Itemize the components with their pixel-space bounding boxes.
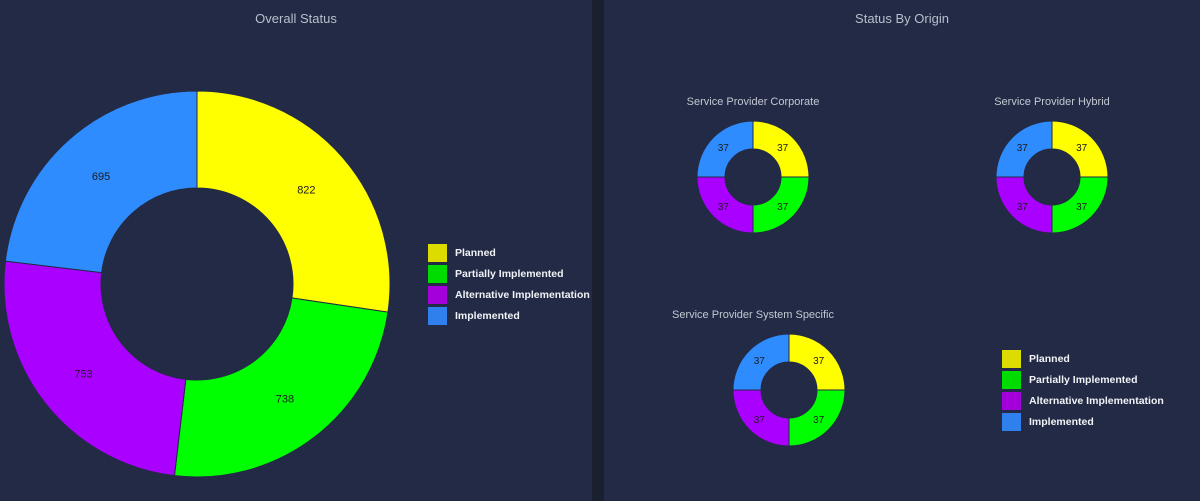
origin-legend-item[interactable]: Alternative Implementation — [1002, 391, 1164, 412]
slice-label-partially-implemented: 37 — [1076, 202, 1088, 213]
legend-label: Planned — [1029, 353, 1070, 366]
slice-label-planned: 37 — [777, 143, 789, 154]
slice-implemented[interactable] — [696, 120, 754, 178]
hybrid-donut: 37 37 37 37 — [995, 120, 1109, 234]
slice-partially-implemented[interactable] — [173, 297, 389, 478]
legend-label: Alternative Implementation — [455, 288, 590, 301]
legend-swatch — [1002, 412, 1021, 431]
slice-label-partially-implemented: 37 — [777, 202, 789, 213]
slice-partially-implemented[interactable] — [1051, 176, 1109, 234]
legend-swatch — [1002, 371, 1021, 390]
system-specific-donut: 37 37 37 37 — [732, 333, 846, 447]
overall-legend-item[interactable]: Implemented — [428, 305, 590, 326]
legend-swatch — [1002, 391, 1021, 410]
corporate-donut: 37 37 37 37 — [696, 120, 810, 234]
slice-alternative-implementation[interactable] — [696, 176, 754, 234]
status-by-origin-panel: Status By Origin Service Provider Corpor… — [604, 0, 1200, 501]
legend-swatch — [1002, 350, 1021, 369]
legend-label: Implemented — [455, 309, 520, 322]
slice-partially-implemented[interactable] — [788, 389, 846, 447]
chart-title-system-specific: Service Provider System Specific — [672, 309, 834, 321]
slice-label-partially-implemented: 37 — [813, 415, 825, 426]
slice-implemented[interactable] — [995, 120, 1053, 178]
slice-alternative-implementation[interactable] — [732, 389, 790, 447]
slice-label-implemented: 37 — [754, 356, 766, 367]
chart-title-hybrid: Service Provider Hybrid — [994, 96, 1110, 108]
legend-label: Partially Implemented — [1029, 374, 1138, 387]
slice-planned[interactable] — [752, 120, 810, 178]
slice-label-alternative-implementation: 37 — [718, 202, 730, 213]
overall-legend-item[interactable]: Planned — [428, 243, 590, 264]
origin-legend-item[interactable]: Partially Implemented — [1002, 370, 1164, 391]
legend-label: Alternative Implementation — [1029, 394, 1164, 407]
legend-label: Partially Implemented — [455, 268, 564, 281]
slice-partially-implemented[interactable] — [752, 176, 810, 234]
origin-legend-item[interactable]: Planned — [1002, 349, 1164, 370]
slice-label-implemented: 37 — [1017, 143, 1029, 154]
origin-legend: Planned Partially Implemented Alternative … — [1002, 349, 1164, 432]
slice-label-alternative-implementation: 37 — [1017, 202, 1029, 213]
status-by-origin-title: Status By Origin — [855, 11, 949, 26]
overall-legend: Planned Partially Implemented Alternative … — [428, 243, 590, 326]
legend-swatch — [428, 244, 447, 263]
overall-status-title: Overall Status — [255, 11, 337, 26]
slice-label-implemented: 695 — [92, 171, 110, 183]
legend-swatch — [428, 265, 447, 284]
slice-label-implemented: 37 — [718, 143, 730, 154]
slice-alternative-implementation[interactable] — [3, 260, 187, 477]
chart-title-corporate: Service Provider Corporate — [686, 96, 820, 108]
slice-planned[interactable] — [1051, 120, 1109, 178]
slice-planned[interactable] — [788, 333, 846, 391]
legend-label: Planned — [455, 247, 496, 260]
slice-implemented[interactable] — [732, 333, 790, 391]
slice-implemented[interactable] — [4, 90, 198, 274]
overall-legend-item[interactable]: Alternative Implementation — [428, 285, 590, 306]
legend-label: Implemented — [1029, 415, 1094, 428]
slice-label-planned: 822 — [297, 184, 315, 196]
slice-label-partially-implemented: 738 — [276, 394, 294, 406]
legend-swatch — [428, 285, 447, 304]
overall-status-donut: 822 738 753 695 — [3, 90, 391, 478]
slice-label-planned: 37 — [813, 356, 825, 367]
slice-label-planned: 37 — [1076, 143, 1088, 154]
overall-legend-item[interactable]: Partially Implemented — [428, 264, 590, 285]
origin-legend-item[interactable]: Implemented — [1002, 411, 1164, 432]
slice-label-alternative-implementation: 37 — [754, 415, 766, 426]
slice-label-alternative-implementation: 753 — [74, 368, 92, 380]
slice-alternative-implementation[interactable] — [995, 176, 1053, 234]
slice-planned[interactable] — [196, 90, 391, 313]
legend-swatch — [428, 306, 447, 325]
